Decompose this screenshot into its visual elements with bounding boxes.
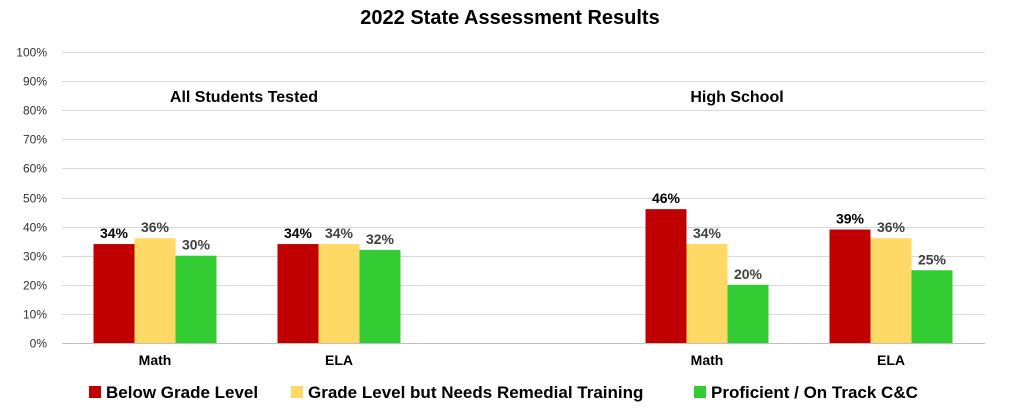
data-label: 36% bbox=[877, 219, 906, 235]
y-tick-label: 50% bbox=[23, 192, 47, 206]
bar bbox=[829, 229, 871, 343]
legend-label: Below Grade Level bbox=[106, 383, 258, 402]
category-label: ELA bbox=[325, 352, 353, 368]
bar bbox=[134, 238, 176, 343]
legend-swatch bbox=[694, 386, 706, 398]
bar bbox=[911, 270, 953, 343]
y-tick-label: 60% bbox=[23, 162, 47, 176]
data-label: 34% bbox=[284, 225, 313, 241]
category-labels: Math ELA Math ELA bbox=[139, 352, 905, 368]
bar bbox=[870, 238, 912, 343]
data-label: 25% bbox=[918, 251, 947, 267]
bar bbox=[318, 244, 360, 343]
legend-label: Proficient / On Track C&C bbox=[711, 383, 918, 402]
data-label: 39% bbox=[836, 211, 865, 227]
y-tick-label: 70% bbox=[23, 133, 47, 147]
data-label: 46% bbox=[652, 190, 681, 206]
category-label: Math bbox=[691, 352, 724, 368]
bar bbox=[93, 244, 135, 343]
legend-label: Grade Level but Needs Remedial Training bbox=[308, 383, 643, 402]
group-label: High School bbox=[690, 89, 783, 106]
bar bbox=[727, 284, 769, 343]
y-tick-label: 40% bbox=[23, 221, 47, 235]
bar bbox=[686, 244, 728, 343]
data-label: 30% bbox=[182, 237, 211, 253]
bar bbox=[175, 255, 217, 343]
data-label: 36% bbox=[141, 219, 170, 235]
category-label: Math bbox=[139, 352, 172, 368]
y-tick-label: 0% bbox=[30, 337, 48, 351]
y-tick-label: 30% bbox=[23, 250, 47, 264]
data-label: 34% bbox=[100, 225, 129, 241]
legend-swatch bbox=[291, 386, 303, 398]
group-label: All Students Tested bbox=[170, 89, 318, 106]
y-tick-label: 90% bbox=[23, 75, 47, 89]
y-tick-label: 10% bbox=[23, 308, 47, 322]
data-label: 34% bbox=[693, 225, 722, 241]
data-label: 34% bbox=[325, 225, 354, 241]
bars bbox=[93, 209, 953, 343]
chart-title: 2022 State Assessment Results bbox=[360, 7, 659, 29]
data-label: 32% bbox=[366, 231, 395, 247]
y-tick-label: 100% bbox=[16, 46, 47, 60]
y-axis-ticks: 0% 10% 20% 30% 40% 50% 60% 70% 80% 90% 100% bbox=[16, 46, 47, 351]
legend: Below Grade Level Grade Level but Needs R… bbox=[89, 383, 918, 402]
bar bbox=[359, 249, 401, 343]
data-label: 20% bbox=[734, 266, 763, 282]
y-tick-label: 80% bbox=[23, 104, 47, 118]
bar bbox=[645, 209, 687, 343]
category-label: ELA bbox=[877, 352, 905, 368]
y-tick-label: 20% bbox=[23, 279, 47, 293]
group-labels: All Students Tested High School bbox=[170, 89, 784, 106]
data-labels: 34% 36% 30% 34% 34% 32% 46% 34% 20% 39% 36% 25% bbox=[100, 190, 947, 282]
legend-swatch bbox=[89, 386, 101, 398]
bar bbox=[277, 244, 319, 343]
